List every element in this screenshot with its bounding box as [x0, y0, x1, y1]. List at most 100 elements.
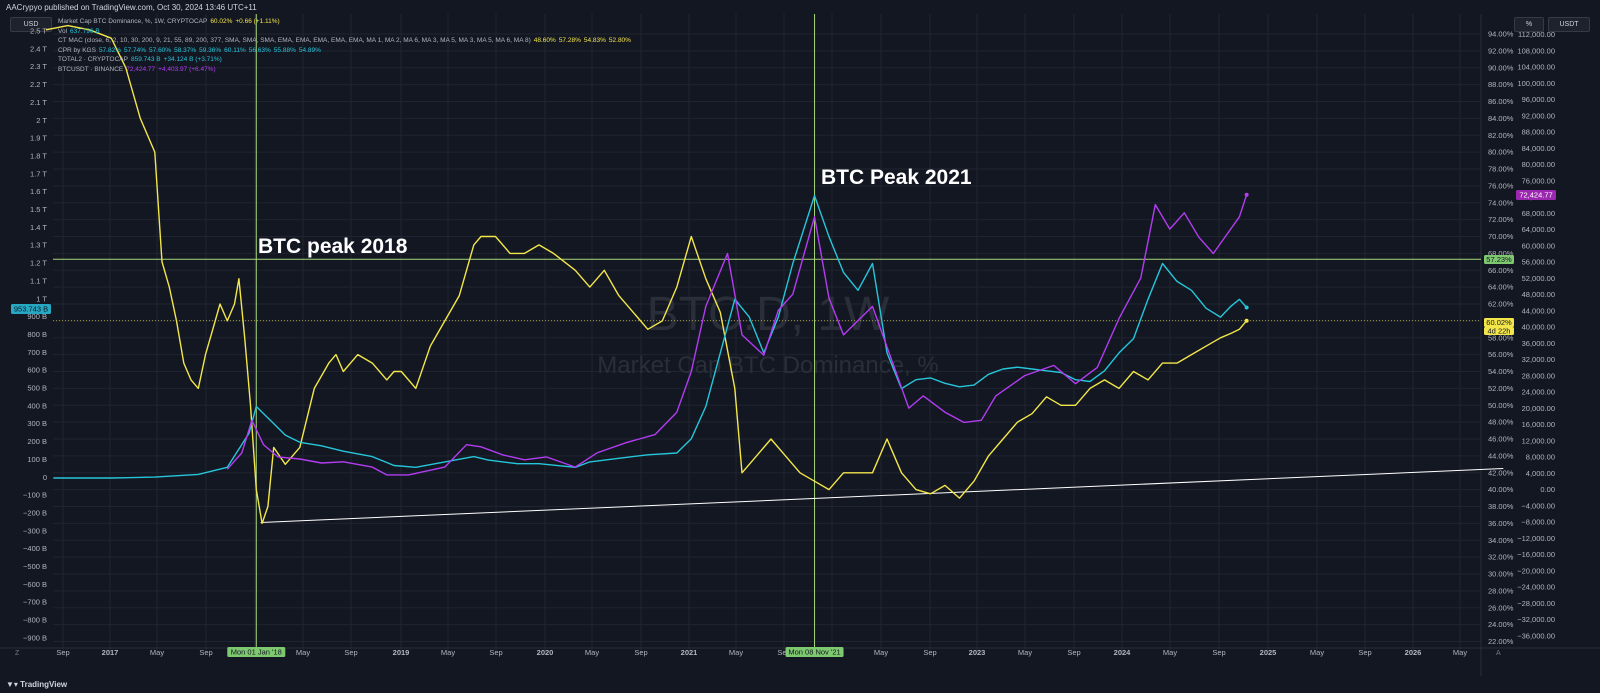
pct-countdown-badge: 4d 22h [1488, 327, 1511, 336]
pct-tick-label: 50.00% [1488, 401, 1514, 410]
pct-tick-label: 48.00% [1488, 418, 1514, 427]
legend-row[interactable]: CPR by KGS 57.82% 57.74% 57.60% 58.37% 59.36%… [58, 46, 634, 56]
usdt-tick-label: 112,000.00 [1518, 30, 1555, 39]
x-tick-label: May [585, 648, 599, 657]
x-tick-label: Sep [634, 648, 647, 657]
left-tick-label: −800 B [23, 616, 47, 625]
pct-tick-label: 24.00% [1488, 620, 1514, 629]
x-tick-label: May [1310, 648, 1324, 657]
legend-label: BTCUSDT · BINANCE [58, 65, 124, 73]
published-header: AACrypyo published on TradingView.com, O… [6, 3, 257, 12]
left-tick-label: 1.9 T [30, 134, 47, 143]
usdt-tick-label: 24,000.00 [1522, 388, 1555, 397]
legend-value: 54.89% [298, 46, 321, 54]
x-tick-label: 2023 [969, 648, 986, 657]
pct-tick-label: 54.00% [1488, 367, 1514, 376]
x-tick-label: 2017 [102, 648, 119, 657]
x-tick-label: May [1453, 648, 1467, 657]
pct-tick-label: 82.00% [1488, 131, 1514, 140]
currency-selector-left[interactable]: USD [10, 17, 52, 32]
legend-value: 54.83% [583, 37, 606, 44]
pct-tick-label: 44.00% [1488, 451, 1514, 460]
trendline [260, 468, 1504, 524]
pct-hline-badge: 57.23% [1486, 255, 1512, 264]
pct-tick-label: 34.00% [1488, 536, 1514, 545]
x-tick-label: May [1018, 648, 1032, 657]
usdt-tick-label: 52,000.00 [1522, 274, 1555, 283]
pct-tick-label: 36.00% [1488, 519, 1514, 528]
usdt-tick-label: −12,000.00 [1517, 534, 1555, 543]
usdt-tick-label: 64,000.00 [1522, 225, 1555, 234]
series-last-point [1244, 305, 1249, 310]
pct-tick-label: 28.00% [1488, 586, 1514, 595]
brand-label: TradingView [20, 680, 68, 689]
pct-current-badge-bg [1484, 318, 1514, 327]
pct-tick-label: 86.00% [1488, 97, 1514, 106]
currency-selector-right[interactable]: USDT [1548, 17, 1590, 32]
left-tick-label: −300 B [23, 526, 47, 535]
left-tick-label: 0 [43, 473, 47, 482]
auto-scale-icon[interactable]: A [1496, 650, 1501, 657]
left-tick-label: −700 B [23, 598, 47, 607]
pct-tick-label: 46.00% [1488, 435, 1514, 444]
left-tick-label: −200 B [23, 508, 47, 517]
usdt-tick-label: −28,000.00 [1517, 599, 1555, 608]
left-tick-label: 1.7 T [30, 169, 47, 178]
legend-row[interactable]: Vol 637.796 B [58, 27, 634, 37]
legend-row[interactable]: BTCUSDT · BINANCE 72,424.77 +4,403.97 (+6.… [58, 65, 634, 75]
legend-row[interactable]: CT MAC (close, 6, 2, 10, 30, 200, 9, 21,… [58, 36, 634, 46]
pct-tick-label: 88.00% [1488, 80, 1514, 89]
usdt-tick-label: −8,000.00 [1521, 518, 1555, 527]
legend-value: 637.796 B [70, 27, 100, 35]
left-axis-value-badge-bg [11, 304, 51, 314]
annotation-btc-peak-2018: BTC peak 2018 [258, 235, 408, 258]
legend-row[interactable]: Market Cap BTC Dominance, %, 1W, CRYPTOC… [58, 17, 634, 27]
usdt-tick-label: 60,000.00 [1522, 241, 1555, 250]
pct-tick-label: 42.00% [1488, 468, 1514, 477]
legend-row[interactable]: TOTAL2 · CRYPTOCAP 859.743 B +34.124 B (+3… [58, 55, 634, 65]
left-tick-label: 1.4 T [30, 223, 47, 232]
legend-value: 72,424.77 [126, 65, 156, 73]
legend-value: 57.28% [558, 37, 581, 44]
left-tick-label: −100 B [23, 491, 47, 500]
currency-selector-percent[interactable]: % [1514, 17, 1544, 32]
legend-label: CT MAC (close, 6, 2, 10, 30, 200, 9, 21,… [58, 37, 531, 44]
legend-value: 60.11% [224, 46, 246, 54]
pct-tick-label: 40.00% [1488, 485, 1514, 494]
pct-tick-label: 26.00% [1488, 603, 1514, 612]
pct-tick-label: 38.00% [1488, 502, 1514, 511]
zoom-icon[interactable]: Z [15, 650, 20, 657]
pct-tick-label: 74.00% [1488, 198, 1514, 207]
pct-current-badge: 60.02% [1486, 318, 1512, 327]
x-tick-label: Sep [344, 648, 357, 657]
x-tick-label: Sep [923, 648, 936, 657]
pct-tick-label: 72.00% [1488, 215, 1514, 224]
left-tick-label: 2.5 T [30, 27, 47, 36]
usdt-tick-label: −32,000.00 [1517, 615, 1555, 624]
legend-label: TOTAL2 · CRYPTOCAP [58, 56, 128, 63]
left-axis-value-badge: 953.743 B [14, 305, 48, 314]
x-tick-label: Sep [489, 648, 502, 657]
usdt-tick-label: 16,000.00 [1522, 420, 1555, 429]
pct-tick-label: 30.00% [1488, 570, 1514, 579]
legend-label: Vol [58, 27, 68, 35]
x-tick-label: Sep [777, 648, 790, 657]
series-line [45, 24, 1248, 525]
usdt-tick-label: 20,000.00 [1522, 404, 1555, 413]
left-tick-label: −500 B [23, 562, 47, 571]
x-tick-label: 2025 [1260, 648, 1277, 657]
usdt-tick-label: 36,000.00 [1522, 339, 1555, 348]
usdt-tick-label: −4,000.00 [1521, 501, 1555, 510]
series-last-point [1244, 192, 1249, 197]
vertical-date-badge-bg [785, 647, 844, 657]
left-tick-label: −900 B [23, 633, 47, 642]
x-tick-label: 2020 [537, 648, 554, 657]
x-tick-label: 2024 [1114, 648, 1132, 657]
x-tick-label: 2021 [681, 648, 698, 657]
left-tick-label: −600 B [23, 580, 47, 589]
usdt-tick-label: 56,000.00 [1522, 258, 1555, 267]
left-tick-label: 500 B [27, 384, 47, 393]
pct-tick-label: 90.00% [1488, 63, 1514, 72]
x-tick-label: May [1163, 648, 1177, 657]
